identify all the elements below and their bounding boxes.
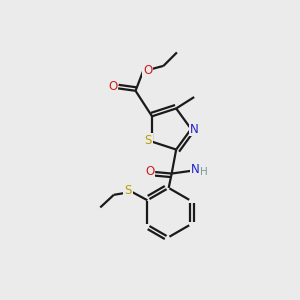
- Text: O: O: [143, 64, 152, 76]
- Text: S: S: [145, 134, 152, 147]
- Text: O: O: [108, 80, 117, 93]
- Text: H: H: [200, 167, 207, 177]
- Text: S: S: [124, 184, 132, 197]
- Text: N: N: [190, 122, 199, 136]
- Text: O: O: [145, 165, 154, 178]
- Text: N: N: [191, 164, 200, 176]
